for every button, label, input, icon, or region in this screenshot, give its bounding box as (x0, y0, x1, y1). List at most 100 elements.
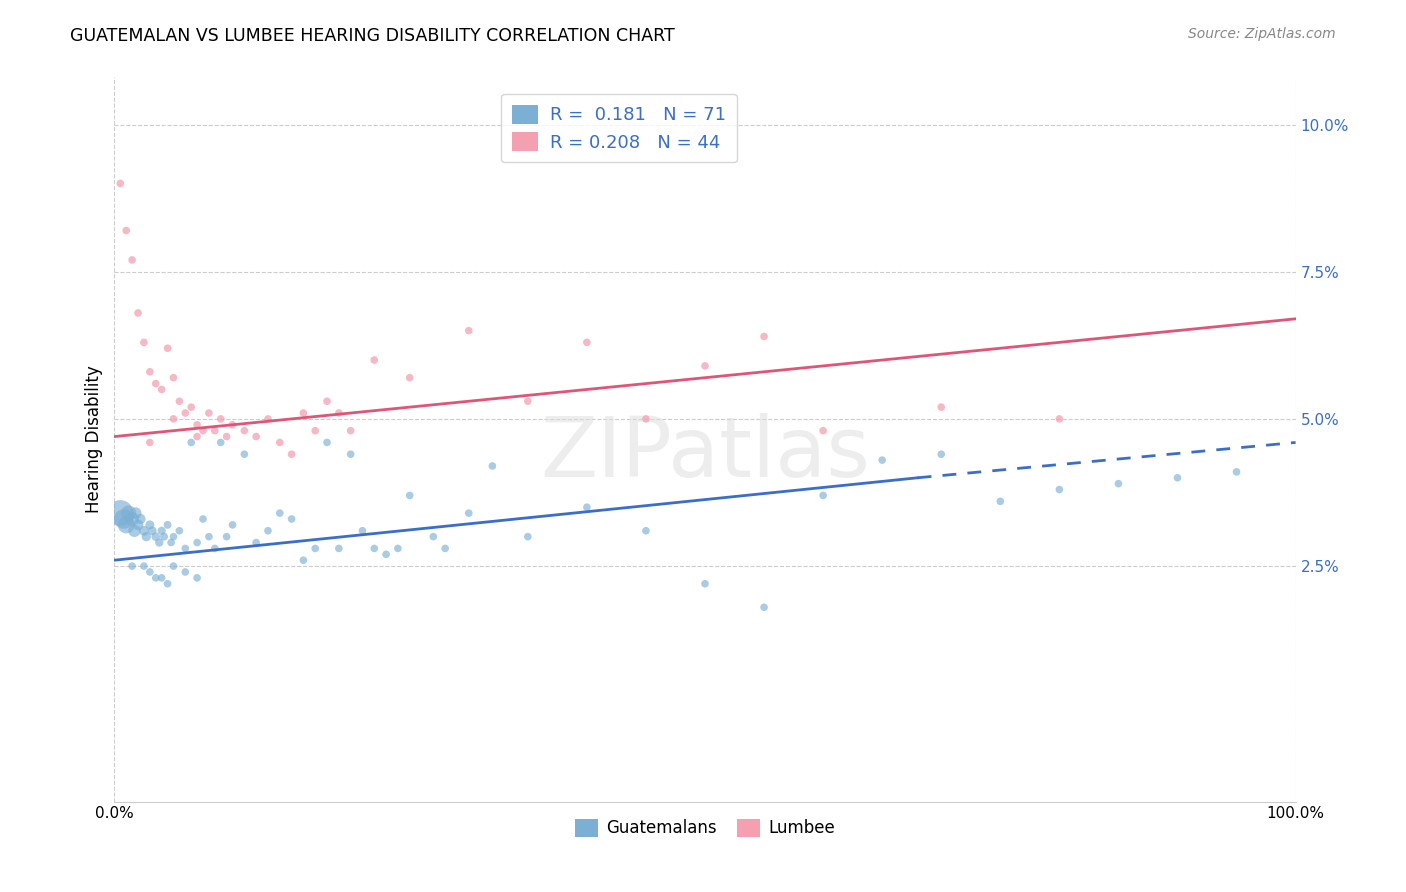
Point (280, 447, 302, 461)
Point (209, 435, 232, 450)
Point (387, 541, 409, 556)
Point (204, 424, 226, 438)
Point (141, 524, 163, 538)
Point (132, 335, 155, 350)
Point (929, 400, 952, 414)
Text: GUATEMALAN VS LUMBEE HEARING DISABILITY CORRELATION CHART: GUATEMALAN VS LUMBEE HEARING DISABILITY … (70, 27, 675, 45)
Point (180, 435, 202, 450)
Point (233, 447, 256, 461)
Point (1047, 483, 1070, 497)
Point (457, 506, 479, 520)
Point (1166, 471, 1188, 485)
Point (191, 512, 214, 526)
Y-axis label: Hearing Disability: Hearing Disability (86, 366, 103, 514)
Point (434, 541, 457, 556)
Point (115, 223, 138, 237)
Point (150, 383, 173, 397)
Point (150, 524, 173, 538)
Point (269, 506, 291, 520)
Point (148, 535, 170, 549)
Point (634, 412, 657, 426)
Point (145, 530, 167, 544)
Point (1225, 465, 1247, 479)
Point (129, 512, 152, 526)
Point (174, 541, 197, 556)
Point (328, 541, 350, 556)
Point (363, 541, 385, 556)
Point (124, 524, 146, 538)
Point (375, 547, 398, 561)
Point (215, 530, 238, 544)
Point (198, 406, 221, 420)
Point (988, 494, 1011, 508)
Point (115, 517, 138, 532)
Point (162, 530, 184, 544)
Point (693, 359, 716, 373)
Point (269, 435, 291, 450)
Point (204, 541, 226, 556)
Point (186, 535, 208, 549)
Point (292, 406, 315, 420)
Legend: Guatemalans, Lumbee: Guatemalans, Lumbee (568, 812, 842, 844)
Point (162, 412, 184, 426)
Point (186, 417, 208, 432)
Text: Source: ZipAtlas.com: Source: ZipAtlas.com (1188, 27, 1336, 41)
Point (139, 365, 162, 379)
Point (174, 565, 197, 579)
Point (221, 517, 243, 532)
Point (280, 512, 302, 526)
Point (162, 559, 184, 574)
Point (145, 376, 167, 391)
Point (1107, 476, 1129, 491)
Point (132, 524, 155, 538)
Point (169, 524, 191, 538)
Point (457, 324, 479, 338)
Point (363, 353, 385, 368)
Point (575, 500, 598, 515)
Point (870, 453, 893, 467)
Point (221, 417, 243, 432)
Point (292, 553, 315, 567)
Point (117, 506, 139, 520)
Point (121, 559, 143, 574)
Point (110, 506, 132, 520)
Point (929, 447, 952, 461)
Point (191, 424, 214, 438)
Point (352, 524, 374, 538)
Point (339, 447, 361, 461)
Point (245, 429, 267, 443)
Point (139, 565, 162, 579)
Point (575, 335, 598, 350)
Point (180, 400, 202, 414)
Point (215, 429, 238, 443)
Point (110, 177, 132, 191)
Point (328, 406, 350, 420)
Point (121, 512, 143, 526)
Point (160, 535, 183, 549)
Point (198, 530, 221, 544)
Point (752, 329, 775, 343)
Point (752, 600, 775, 615)
Point (339, 424, 361, 438)
Point (139, 517, 162, 532)
Point (209, 412, 232, 426)
Point (304, 541, 326, 556)
Point (304, 424, 326, 438)
Point (422, 530, 444, 544)
Point (811, 488, 834, 502)
Point (169, 394, 191, 409)
Point (174, 406, 197, 420)
Point (186, 429, 208, 443)
Point (693, 576, 716, 591)
Point (316, 435, 339, 450)
Point (257, 524, 280, 538)
Point (398, 370, 420, 384)
Point (257, 412, 280, 426)
Point (112, 512, 135, 526)
Point (156, 576, 179, 591)
Point (516, 394, 538, 409)
Point (162, 370, 184, 384)
Text: ZIPatlas: ZIPatlas (540, 414, 870, 494)
Point (150, 571, 173, 585)
Point (1047, 412, 1070, 426)
